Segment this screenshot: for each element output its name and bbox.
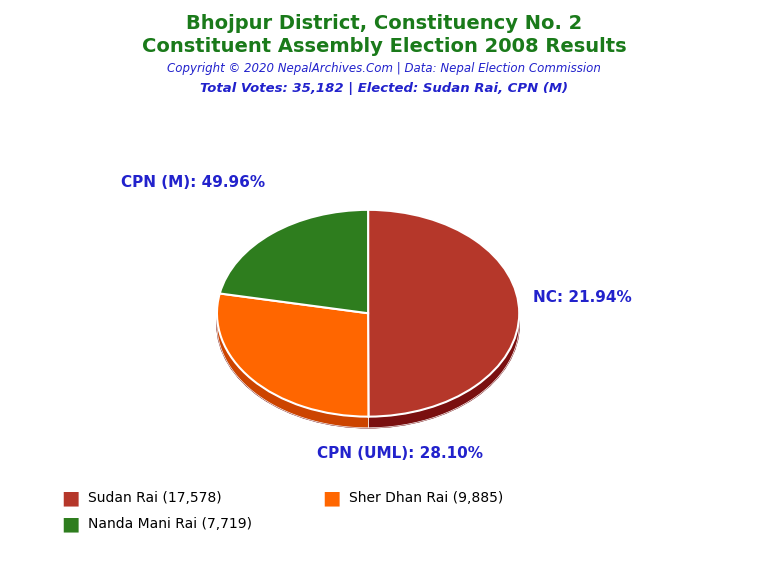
Text: CPN (UML): 28.10%: CPN (UML): 28.10% [317, 446, 483, 461]
Text: ■: ■ [61, 489, 80, 507]
Polygon shape [220, 210, 368, 305]
Text: NC: 21.94%: NC: 21.94% [534, 290, 632, 305]
Wedge shape [368, 210, 519, 416]
Text: Sudan Rai (17,578): Sudan Rai (17,578) [88, 491, 222, 505]
Text: Copyright © 2020 NepalArchives.Com | Data: Nepal Election Commission: Copyright © 2020 NepalArchives.Com | Dat… [167, 62, 601, 75]
Wedge shape [220, 210, 368, 313]
Wedge shape [217, 294, 369, 416]
Text: Sher Dhan Rai (9,885): Sher Dhan Rai (9,885) [349, 491, 504, 505]
Text: Bhojpur District, Constituency No. 2: Bhojpur District, Constituency No. 2 [186, 14, 582, 33]
Polygon shape [368, 210, 519, 428]
Text: CPN (M): 49.96%: CPN (M): 49.96% [121, 175, 265, 190]
Text: ■: ■ [61, 515, 80, 533]
Ellipse shape [217, 221, 519, 428]
Text: Nanda Mani Rai (7,719): Nanda Mani Rai (7,719) [88, 517, 253, 531]
Text: Constituent Assembly Election 2008 Results: Constituent Assembly Election 2008 Resul… [141, 37, 627, 56]
Text: ■: ■ [323, 489, 341, 507]
Polygon shape [217, 294, 369, 428]
Text: Total Votes: 35,182 | Elected: Sudan Rai, CPN (M): Total Votes: 35,182 | Elected: Sudan Rai… [200, 82, 568, 95]
